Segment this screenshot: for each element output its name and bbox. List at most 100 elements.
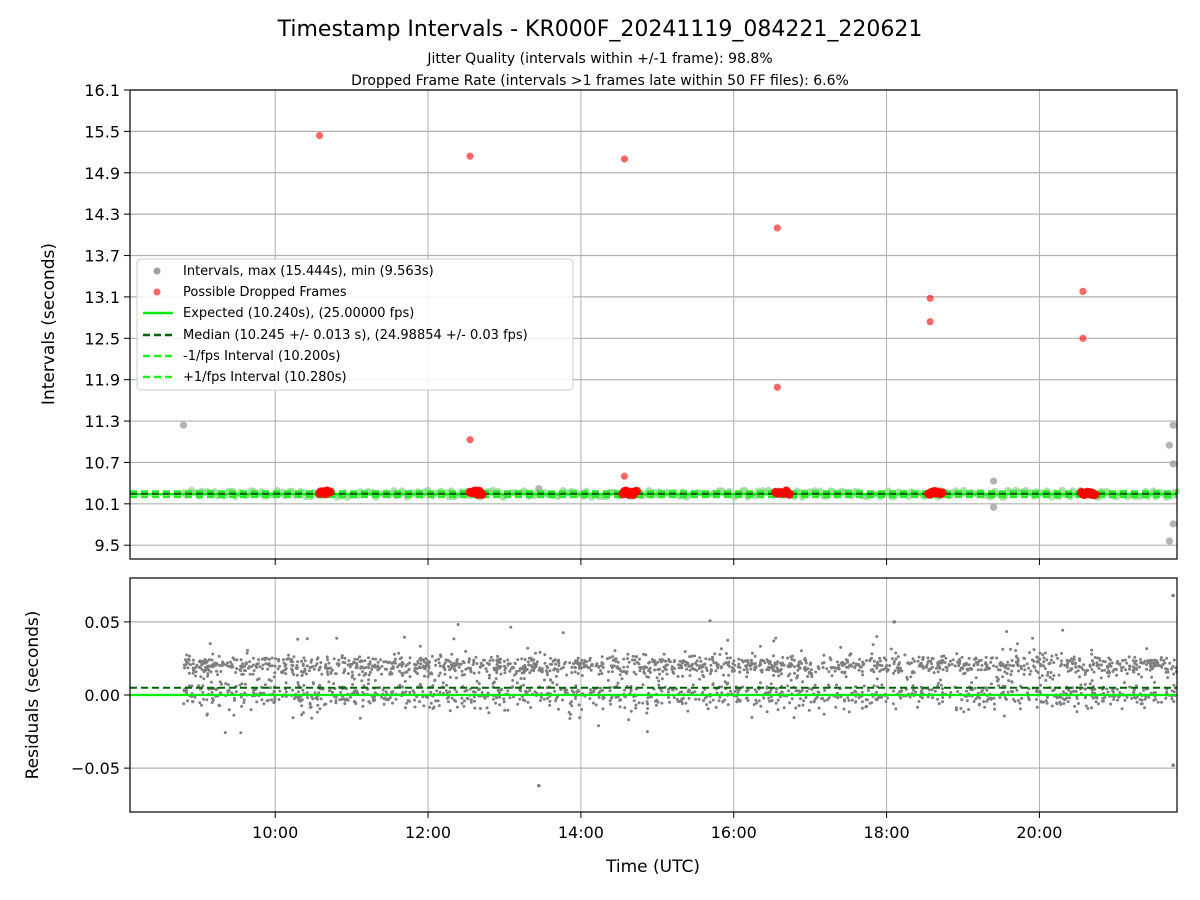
residual-point [727,673,731,677]
residual-point [523,664,527,667]
residual-point [502,697,506,701]
residual-point [242,698,246,702]
residual-point [464,667,468,671]
residual-point [576,672,580,675]
residual-point [984,655,988,659]
residual-point [703,696,707,700]
residual-point [300,713,304,717]
residual-point [860,700,864,704]
residual-point [384,690,388,694]
residual-point [454,676,458,680]
residual-point [226,664,230,668]
residual-point [686,709,690,713]
residual-point [680,690,684,694]
residual-point [205,698,209,702]
residual-point [1127,655,1131,659]
residual-point [746,671,749,674]
residual-point [720,691,724,695]
residual-point [728,656,732,660]
residual-point [847,710,851,714]
residual-point [523,699,527,703]
residual-point [534,651,537,655]
residual-point [310,658,314,662]
residual-point [930,662,934,666]
residual-point [687,696,691,700]
residual-point [1172,690,1176,694]
residual-point [306,696,309,700]
residual-point [267,678,271,682]
residual-point [1143,697,1147,701]
residual-point [273,671,277,675]
residual-point [658,667,662,671]
residual-point [246,648,249,652]
residual-point [680,697,684,701]
residual-point [1052,674,1056,677]
residual-point [570,671,574,675]
residual-point [979,658,983,662]
residual-point [574,697,578,700]
residual-point [606,678,610,682]
residual-point [980,663,984,667]
residual-point [830,674,834,678]
residual-point [826,683,830,687]
dropped-frame-point [926,318,934,326]
residual-point [774,701,778,705]
residual-point [926,656,930,660]
residual-point [422,704,426,708]
residual-point [1161,663,1165,666]
residual-point [424,657,428,661]
residual-point [827,670,831,674]
residual-point [526,700,530,704]
residual-point [1108,664,1112,668]
residual-point [817,706,821,710]
residual-point [892,689,895,693]
residual-point [241,662,245,666]
legend-box [136,258,574,391]
residual-point [423,674,426,678]
interval-outlier-point [1165,537,1173,545]
residual-point [576,656,580,660]
residual-point [769,688,773,691]
residual-point [666,663,669,667]
residual-point [194,666,197,670]
residual-point [466,697,470,701]
residual-point [203,658,207,662]
residual-point [1097,666,1101,670]
residual-point [454,699,458,703]
residual-point [580,674,584,677]
residual-point [447,665,451,668]
intervals-y-tick-label: 10.7 [84,453,120,472]
residual-point [1063,663,1067,667]
residual-point [1118,690,1122,694]
residual-point [386,697,390,701]
residual-point [733,690,737,693]
residual-point [419,662,423,666]
residual-point [899,690,903,694]
residual-point [794,706,798,710]
residual-point [1102,699,1105,703]
intervals-y-tick-label: 15.5 [84,122,120,141]
residual-point [408,656,412,660]
residual-point [332,657,336,661]
residual-point [1132,668,1136,672]
residual-point [1059,659,1063,663]
residual-point [930,688,934,692]
residual-point [878,659,882,663]
residual-point [297,699,301,702]
residual-point [973,686,977,690]
residual-point [687,688,691,692]
residual-point [601,689,604,692]
residual-point [337,658,341,662]
residual-point [627,718,631,722]
residual-point [911,657,915,661]
residual-point [448,668,451,672]
residual-point [319,661,323,665]
residual-point [1103,668,1106,672]
residual-point [506,658,510,662]
residual-point [624,670,628,674]
residual-point [258,665,262,669]
residual-point [528,671,532,675]
residual-point [1165,690,1169,694]
residual-point [632,699,636,703]
